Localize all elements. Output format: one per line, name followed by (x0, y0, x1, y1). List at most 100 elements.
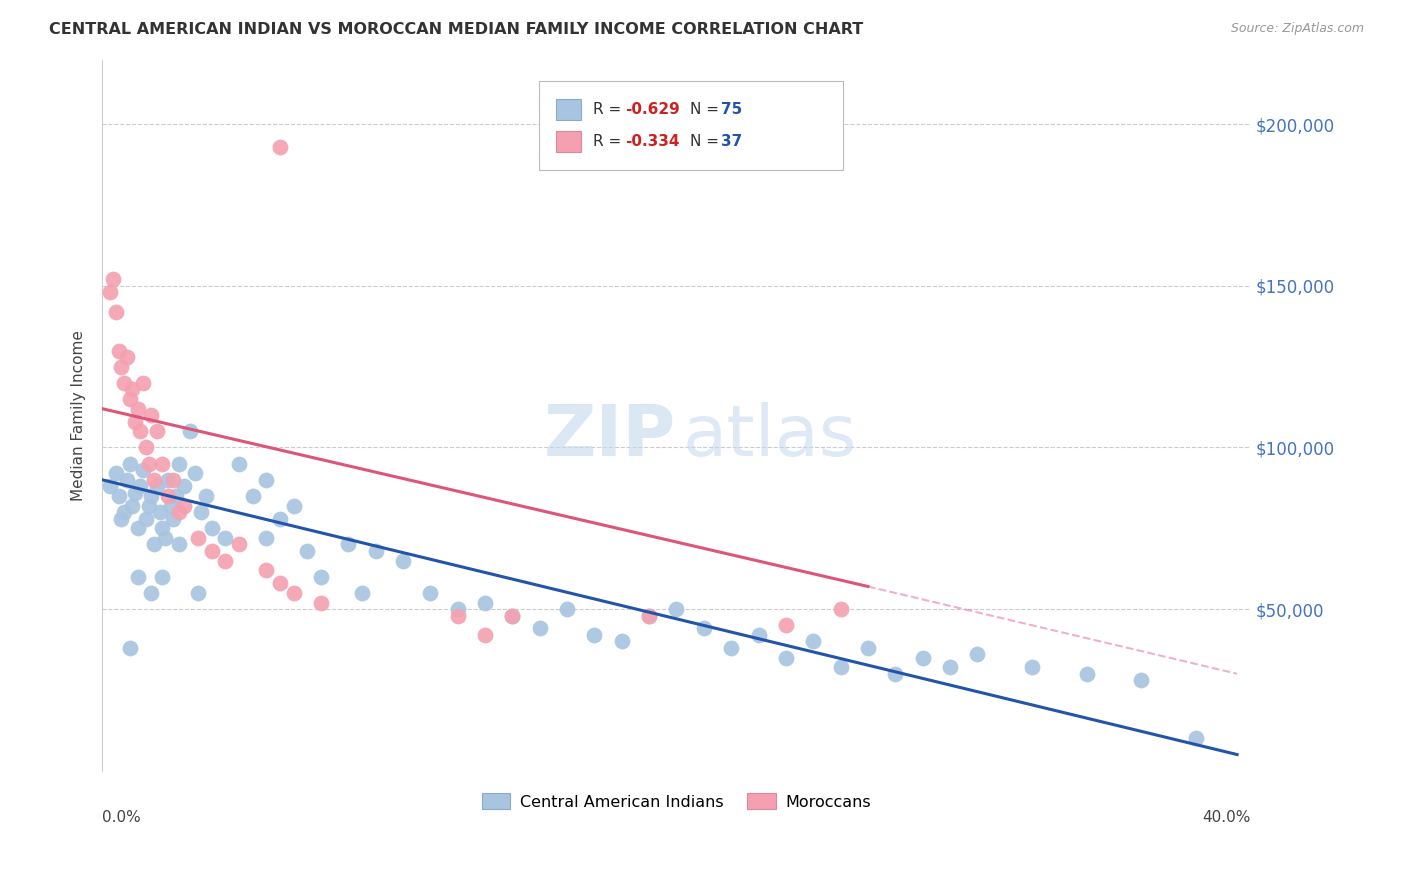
Point (121, 499, 143, 513)
Point (939, 660, 962, 674)
Point (124, 485, 146, 500)
Point (966, 648, 988, 662)
Point (150, 570, 173, 584)
Point (884, 666, 907, 681)
Text: CENTRAL AMERICAN INDIAN VS MOROCCAN MEDIAN FAMILY INCOME CORRELATION CHART: CENTRAL AMERICAN INDIAN VS MOROCCAN MEDI… (49, 22, 863, 37)
Point (610, 634, 633, 648)
Text: 0.0%: 0.0% (103, 810, 141, 825)
Point (165, 489, 187, 503)
Point (214, 553, 236, 567)
Point (141, 489, 163, 503)
Point (214, 531, 236, 545)
Point (242, 489, 264, 503)
Text: N =: N = (690, 134, 724, 149)
Text: atlas: atlas (682, 402, 856, 471)
Y-axis label: Median Family Income: Median Family Income (72, 330, 86, 500)
Point (146, 425, 169, 439)
Text: -0.334: -0.334 (624, 134, 679, 149)
Point (309, 596, 332, 610)
Point (118, 457, 141, 471)
Point (138, 499, 160, 513)
Point (167, 505, 190, 519)
Point (269, 140, 291, 154)
Point (638, 608, 661, 623)
Point (665, 602, 688, 616)
Point (149, 505, 172, 519)
Point (529, 622, 551, 636)
FancyBboxPatch shape (538, 81, 844, 169)
Point (283, 586, 305, 600)
Point (555, 602, 578, 616)
Point (162, 511, 184, 525)
Point (747, 628, 769, 642)
Point (309, 570, 332, 584)
Point (129, 425, 152, 439)
Point (190, 505, 212, 519)
Point (153, 531, 176, 545)
Bar (555, 131, 581, 152)
Point (101, 272, 124, 286)
Bar (555, 99, 581, 120)
Point (187, 531, 209, 545)
Point (112, 505, 135, 519)
Point (364, 544, 387, 558)
Point (856, 640, 879, 655)
Point (167, 537, 190, 551)
Point (1076, 666, 1098, 681)
Point (392, 553, 415, 567)
Point (187, 586, 209, 600)
Point (801, 634, 824, 648)
Point (1185, 731, 1208, 746)
Text: R =: R = (593, 102, 626, 117)
Point (141, 408, 163, 422)
Point (104, 304, 127, 318)
Point (110, 359, 132, 374)
Point (583, 628, 606, 642)
Point (775, 650, 797, 665)
Point (638, 608, 661, 623)
Point (830, 602, 852, 616)
Point (501, 608, 523, 623)
Point (107, 343, 129, 358)
Point (159, 499, 181, 513)
Point (297, 544, 319, 558)
Point (107, 489, 129, 503)
Point (1021, 660, 1043, 674)
Legend: Central American Indians, Moroccans: Central American Indians, Moroccans (475, 787, 877, 816)
Point (100, 285, 122, 300)
Text: 37: 37 (721, 134, 742, 149)
Point (150, 457, 173, 471)
Point (100, 479, 122, 493)
Text: R =: R = (593, 134, 626, 149)
Point (350, 586, 373, 600)
Point (124, 415, 146, 429)
Point (195, 489, 218, 503)
Point (447, 602, 470, 616)
Text: 75: 75 (721, 102, 742, 117)
Point (115, 473, 138, 487)
Point (167, 457, 190, 471)
Point (143, 473, 166, 487)
Point (115, 350, 138, 364)
Point (162, 473, 184, 487)
Point (129, 479, 152, 493)
Point (501, 608, 523, 623)
Point (156, 489, 179, 503)
Point (254, 473, 277, 487)
Point (104, 467, 127, 481)
Point (269, 511, 291, 525)
Point (135, 441, 157, 455)
Point (720, 640, 742, 655)
Point (283, 499, 305, 513)
Point (141, 586, 163, 600)
Point (132, 376, 155, 390)
Point (269, 576, 291, 591)
Point (474, 628, 496, 642)
Point (156, 473, 179, 487)
Point (228, 537, 250, 551)
Point (337, 537, 360, 551)
Point (150, 521, 173, 535)
Point (118, 640, 141, 655)
Point (138, 457, 160, 471)
Text: -0.629: -0.629 (624, 102, 679, 117)
